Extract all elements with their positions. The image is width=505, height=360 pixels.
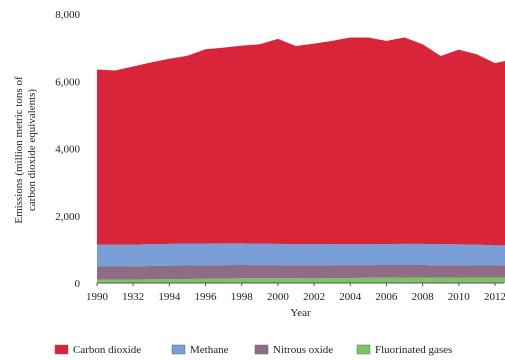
x-tick-label: 2004 bbox=[339, 291, 362, 303]
x-tick-label: 1990 bbox=[86, 291, 109, 303]
x-tick-label: 1998 bbox=[231, 291, 254, 303]
y-axis-label: Emissions (million metric tons of carbon … bbox=[13, 76, 38, 224]
legend-item-fluorinated-gases: Fluorinated gases bbox=[356, 344, 452, 356]
area-nitrous-oxide bbox=[97, 265, 505, 280]
legend-swatch bbox=[356, 344, 371, 355]
x-tick-label: 2012 bbox=[484, 291, 505, 303]
y-tick-label: 8,000 bbox=[55, 9, 80, 21]
legend-label: Nitrous oxide bbox=[273, 344, 333, 356]
y-tick-label: 4,000 bbox=[55, 144, 80, 156]
area-carbon-dioxide bbox=[97, 37, 505, 246]
legend-label: Carbon dioxide bbox=[73, 344, 141, 356]
legend-item-methane: Methane bbox=[171, 344, 229, 356]
x-axis-label: Year bbox=[290, 307, 311, 319]
y-tick-label: 2,000 bbox=[55, 211, 80, 223]
area-methane bbox=[97, 243, 505, 267]
legend-label: Methane bbox=[190, 344, 229, 356]
legend-label: Fluorinated gases bbox=[375, 344, 452, 356]
y-axis-label-line: carbon dioxide equivalents) bbox=[26, 89, 38, 212]
y-axis-label-line: Emissions (million metric tons of bbox=[13, 76, 25, 224]
y-tick-label: 0 bbox=[75, 278, 81, 290]
x-tick-label: 2000 bbox=[267, 291, 290, 303]
y-axis-ticks: 0 2,000 4,000 6,000 8,000 bbox=[55, 9, 80, 290]
x-tick-label: 2002 bbox=[303, 291, 325, 303]
x-tick-label: 1996 bbox=[195, 291, 218, 303]
x-axis-ticks: 1990 1932 1994 1996 1998 2000 2002 2004 2006 2008… bbox=[86, 283, 505, 303]
y-tick-label: 6,000 bbox=[55, 76, 80, 88]
legend: Carbon dioxide Methane Nitrous oxide Fluori… bbox=[54, 344, 452, 356]
legend-swatch bbox=[254, 344, 269, 355]
x-tick-label: 2008 bbox=[412, 291, 435, 303]
x-tick-label: 1994 bbox=[158, 291, 181, 303]
x-tick-label: 2006 bbox=[375, 291, 398, 303]
x-tick-label: 2010 bbox=[448, 291, 471, 303]
x-tick-label: 1932 bbox=[122, 291, 144, 303]
legend-swatch bbox=[54, 344, 69, 355]
legend-swatch bbox=[171, 344, 186, 355]
legend-item-nitrous-oxide: Nitrous oxide bbox=[254, 344, 333, 356]
legend-item-carbon-dioxide: Carbon dioxide bbox=[54, 344, 141, 356]
stacked-areas bbox=[97, 37, 505, 283]
area-fluorinated-gases bbox=[97, 277, 505, 283]
